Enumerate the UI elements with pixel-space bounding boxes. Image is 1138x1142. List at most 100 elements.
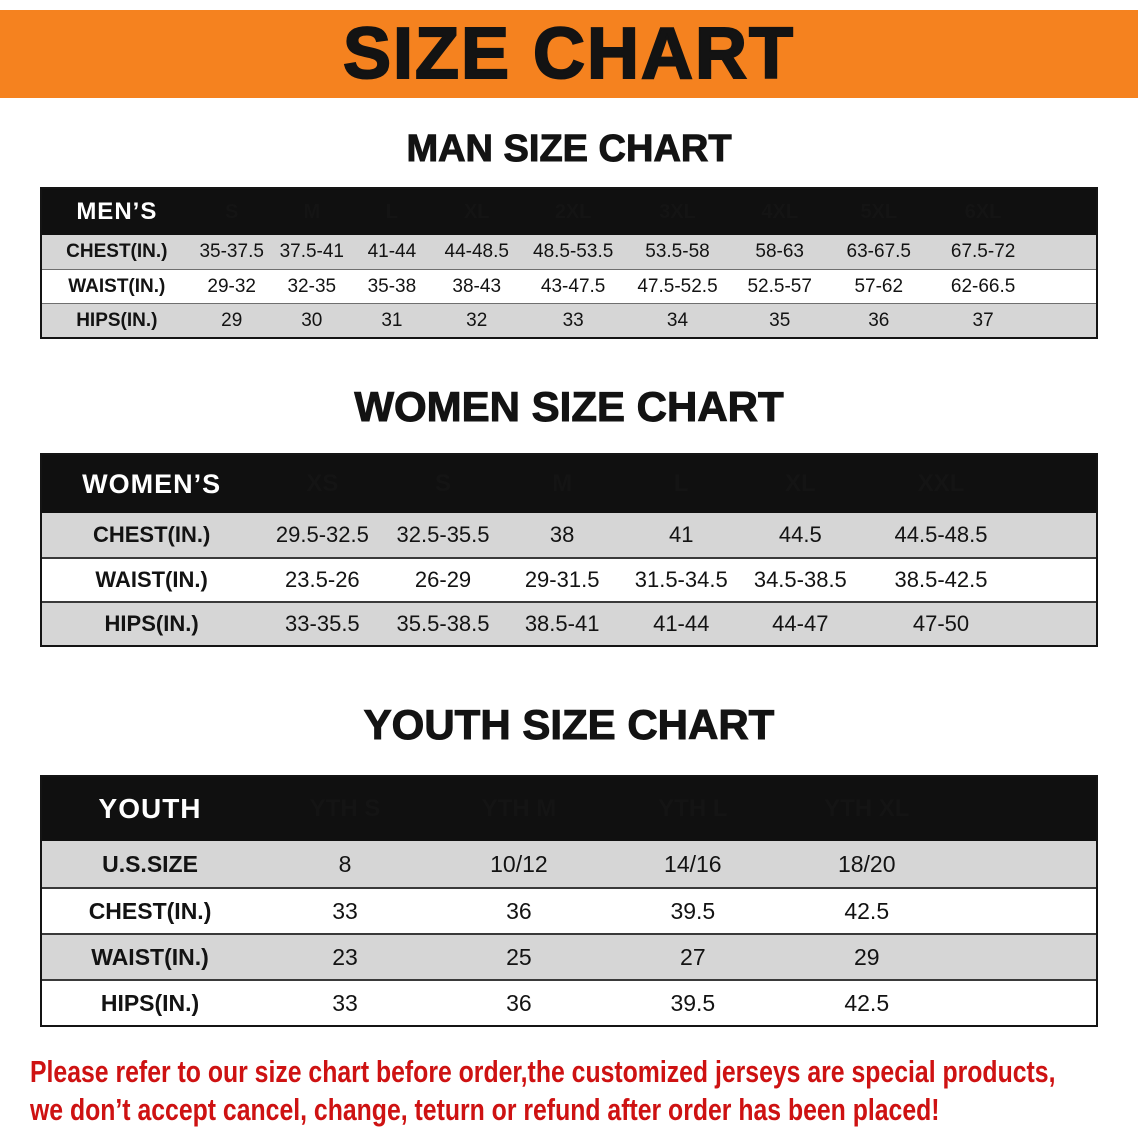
women-section-heading: WOMEN SIZE CHART: [354, 383, 784, 431]
men-section-heading: MAN SIZE CHART: [406, 128, 732, 171]
size-header: YTH L: [605, 777, 780, 841]
size-cell: 14/16: [605, 841, 780, 887]
youth-size-table: YOUTH YTH S YTH M YTH L YTH XL U.S.SIZE …: [40, 775, 1098, 1027]
men-hips-row: HIPS(IN.) 29 30 31 32 33 34 35 36 37: [42, 303, 1096, 337]
size-header: S: [191, 189, 272, 235]
size-cell: 32-35: [271, 269, 352, 303]
size-header: M: [502, 455, 622, 513]
women-table-title: WOMEN’S: [42, 455, 262, 513]
size-cell: 33: [258, 979, 432, 1025]
size-cell: 52.5-57: [730, 269, 830, 303]
row-spacer: [1022, 513, 1096, 557]
banner: SIZE CHART: [0, 10, 1138, 98]
row-label: WAIST(IN.): [42, 269, 192, 303]
men-waist-row: WAIST(IN.) 29-32 32-35 35-38 38-43 43-47…: [42, 269, 1096, 303]
size-cell: 33-35.5: [261, 601, 384, 645]
men-size-table: MEN’S S M L XL 2XL 3XL 4XL 5XL 6XL CHEST…: [40, 187, 1098, 339]
men-table-title: MEN’S: [42, 189, 192, 235]
page-title: SIZE CHART: [342, 13, 795, 95]
size-cell: 34.5-38.5: [740, 557, 860, 601]
size-cell: 38.5-41: [502, 601, 622, 645]
size-cell: 44.5: [740, 513, 860, 557]
size-cell: 62-66.5: [928, 269, 1038, 303]
youth-ussize-row: U.S.SIZE 8 10/12 14/16 18/20: [42, 841, 1096, 887]
row-spacer: [1037, 269, 1096, 303]
size-cell: 23: [258, 933, 432, 979]
size-cell: 41-44: [351, 235, 432, 269]
row-spacer: [1022, 601, 1096, 645]
women-section: WOMEN SIZE CHART WOMEN’S XS S M L XL XXL: [0, 383, 1138, 647]
youth-hips-row: HIPS(IN.) 33 36 39.5 42.5: [42, 979, 1096, 1025]
size-cell: 10/12: [431, 841, 606, 887]
size-cell: 36: [431, 887, 606, 933]
women-header-row: WOMEN’S XS S M L XL XXL: [42, 455, 1096, 513]
size-cell: 29: [191, 303, 272, 337]
size-cell: 26-29: [383, 557, 503, 601]
size-cell: 41-44: [621, 601, 741, 645]
size-header: XXL: [859, 455, 1023, 513]
row-label: WAIST(IN.): [42, 557, 262, 601]
size-cell: 47-50: [859, 601, 1023, 645]
size-cell: 37: [928, 303, 1038, 337]
size-cell: 44.5-48.5: [859, 513, 1023, 557]
size-cell: 33: [521, 303, 625, 337]
youth-section: YOUTH SIZE CHART YOUTH YTH S YTH M YTH L…: [0, 701, 1138, 1027]
size-cell: 63-67.5: [829, 235, 929, 269]
size-cell: 39.5: [605, 979, 780, 1025]
size-cell: 36: [431, 979, 606, 1025]
disclaimer-line2: we don’t accept cancel, change, teturn o…: [30, 1092, 940, 1127]
size-header: S: [383, 455, 503, 513]
size-cell: 34: [624, 303, 731, 337]
size-cell: 18/20: [779, 841, 954, 887]
women-hips-row: HIPS(IN.) 33-35.5 35.5-38.5 38.5-41 41-4…: [42, 601, 1096, 645]
row-spacer: [1037, 303, 1096, 337]
size-header: YTH XL: [779, 777, 954, 841]
size-cell: 47.5-52.5: [624, 269, 731, 303]
size-cell: 43-47.5: [521, 269, 625, 303]
row-label: U.S.SIZE: [42, 841, 259, 887]
row-label: HIPS(IN.): [42, 979, 259, 1025]
size-cell: 29-31.5: [502, 557, 622, 601]
row-label: WAIST(IN.): [42, 933, 259, 979]
size-cell: 35-37.5: [191, 235, 272, 269]
size-header: YTH S: [258, 777, 432, 841]
row-label: CHEST(IN.): [42, 235, 192, 269]
youth-chest-row: CHEST(IN.) 33 36 39.5 42.5: [42, 887, 1096, 933]
row-label: CHEST(IN.): [42, 887, 259, 933]
size-header: 2XL: [521, 189, 625, 235]
row-spacer: [953, 887, 1096, 933]
size-cell: 42.5: [779, 979, 954, 1025]
size-header: L: [621, 455, 741, 513]
size-cell: 8: [258, 841, 432, 887]
size-cell: 38.5-42.5: [859, 557, 1023, 601]
size-cell: 29: [779, 933, 954, 979]
size-cell: 48.5-53.5: [521, 235, 625, 269]
women-size-table: WOMEN’S XS S M L XL XXL CHEST(IN.) 29.5-…: [40, 453, 1098, 647]
men-chest-row: CHEST(IN.) 35-37.5 37.5-41 41-44 44-48.5…: [42, 235, 1096, 269]
size-cell: 35: [730, 303, 830, 337]
size-cell: 44-47: [740, 601, 860, 645]
size-cell: 31.5-34.5: [621, 557, 741, 601]
size-cell: 57-62: [829, 269, 929, 303]
size-cell: 25: [431, 933, 606, 979]
row-spacer: [953, 933, 1096, 979]
size-header: 4XL: [730, 189, 830, 235]
size-cell: 37.5-41: [271, 235, 352, 269]
row-label: CHEST(IN.): [42, 513, 262, 557]
size-header: 5XL: [829, 189, 929, 235]
women-waist-row: WAIST(IN.) 23.5-26 26-29 29-31.5 31.5-34…: [42, 557, 1096, 601]
size-cell: 35.5-38.5: [383, 601, 503, 645]
disclaimer: Please refer to our size chart before or…: [30, 1053, 1138, 1129]
size-cell: 39.5: [605, 887, 780, 933]
row-spacer: [953, 979, 1096, 1025]
disclaimer-line1: Please refer to our size chart before or…: [30, 1054, 1056, 1089]
size-cell: 41: [621, 513, 741, 557]
youth-waist-row: WAIST(IN.) 23 25 27 29: [42, 933, 1096, 979]
size-cell: 29.5-32.5: [261, 513, 384, 557]
size-header: L: [351, 189, 432, 235]
header-spacer: [953, 777, 1096, 841]
size-cell: 32: [431, 303, 522, 337]
size-cell: 36: [829, 303, 929, 337]
size-cell: 27: [605, 933, 780, 979]
size-header: 6XL: [928, 189, 1038, 235]
